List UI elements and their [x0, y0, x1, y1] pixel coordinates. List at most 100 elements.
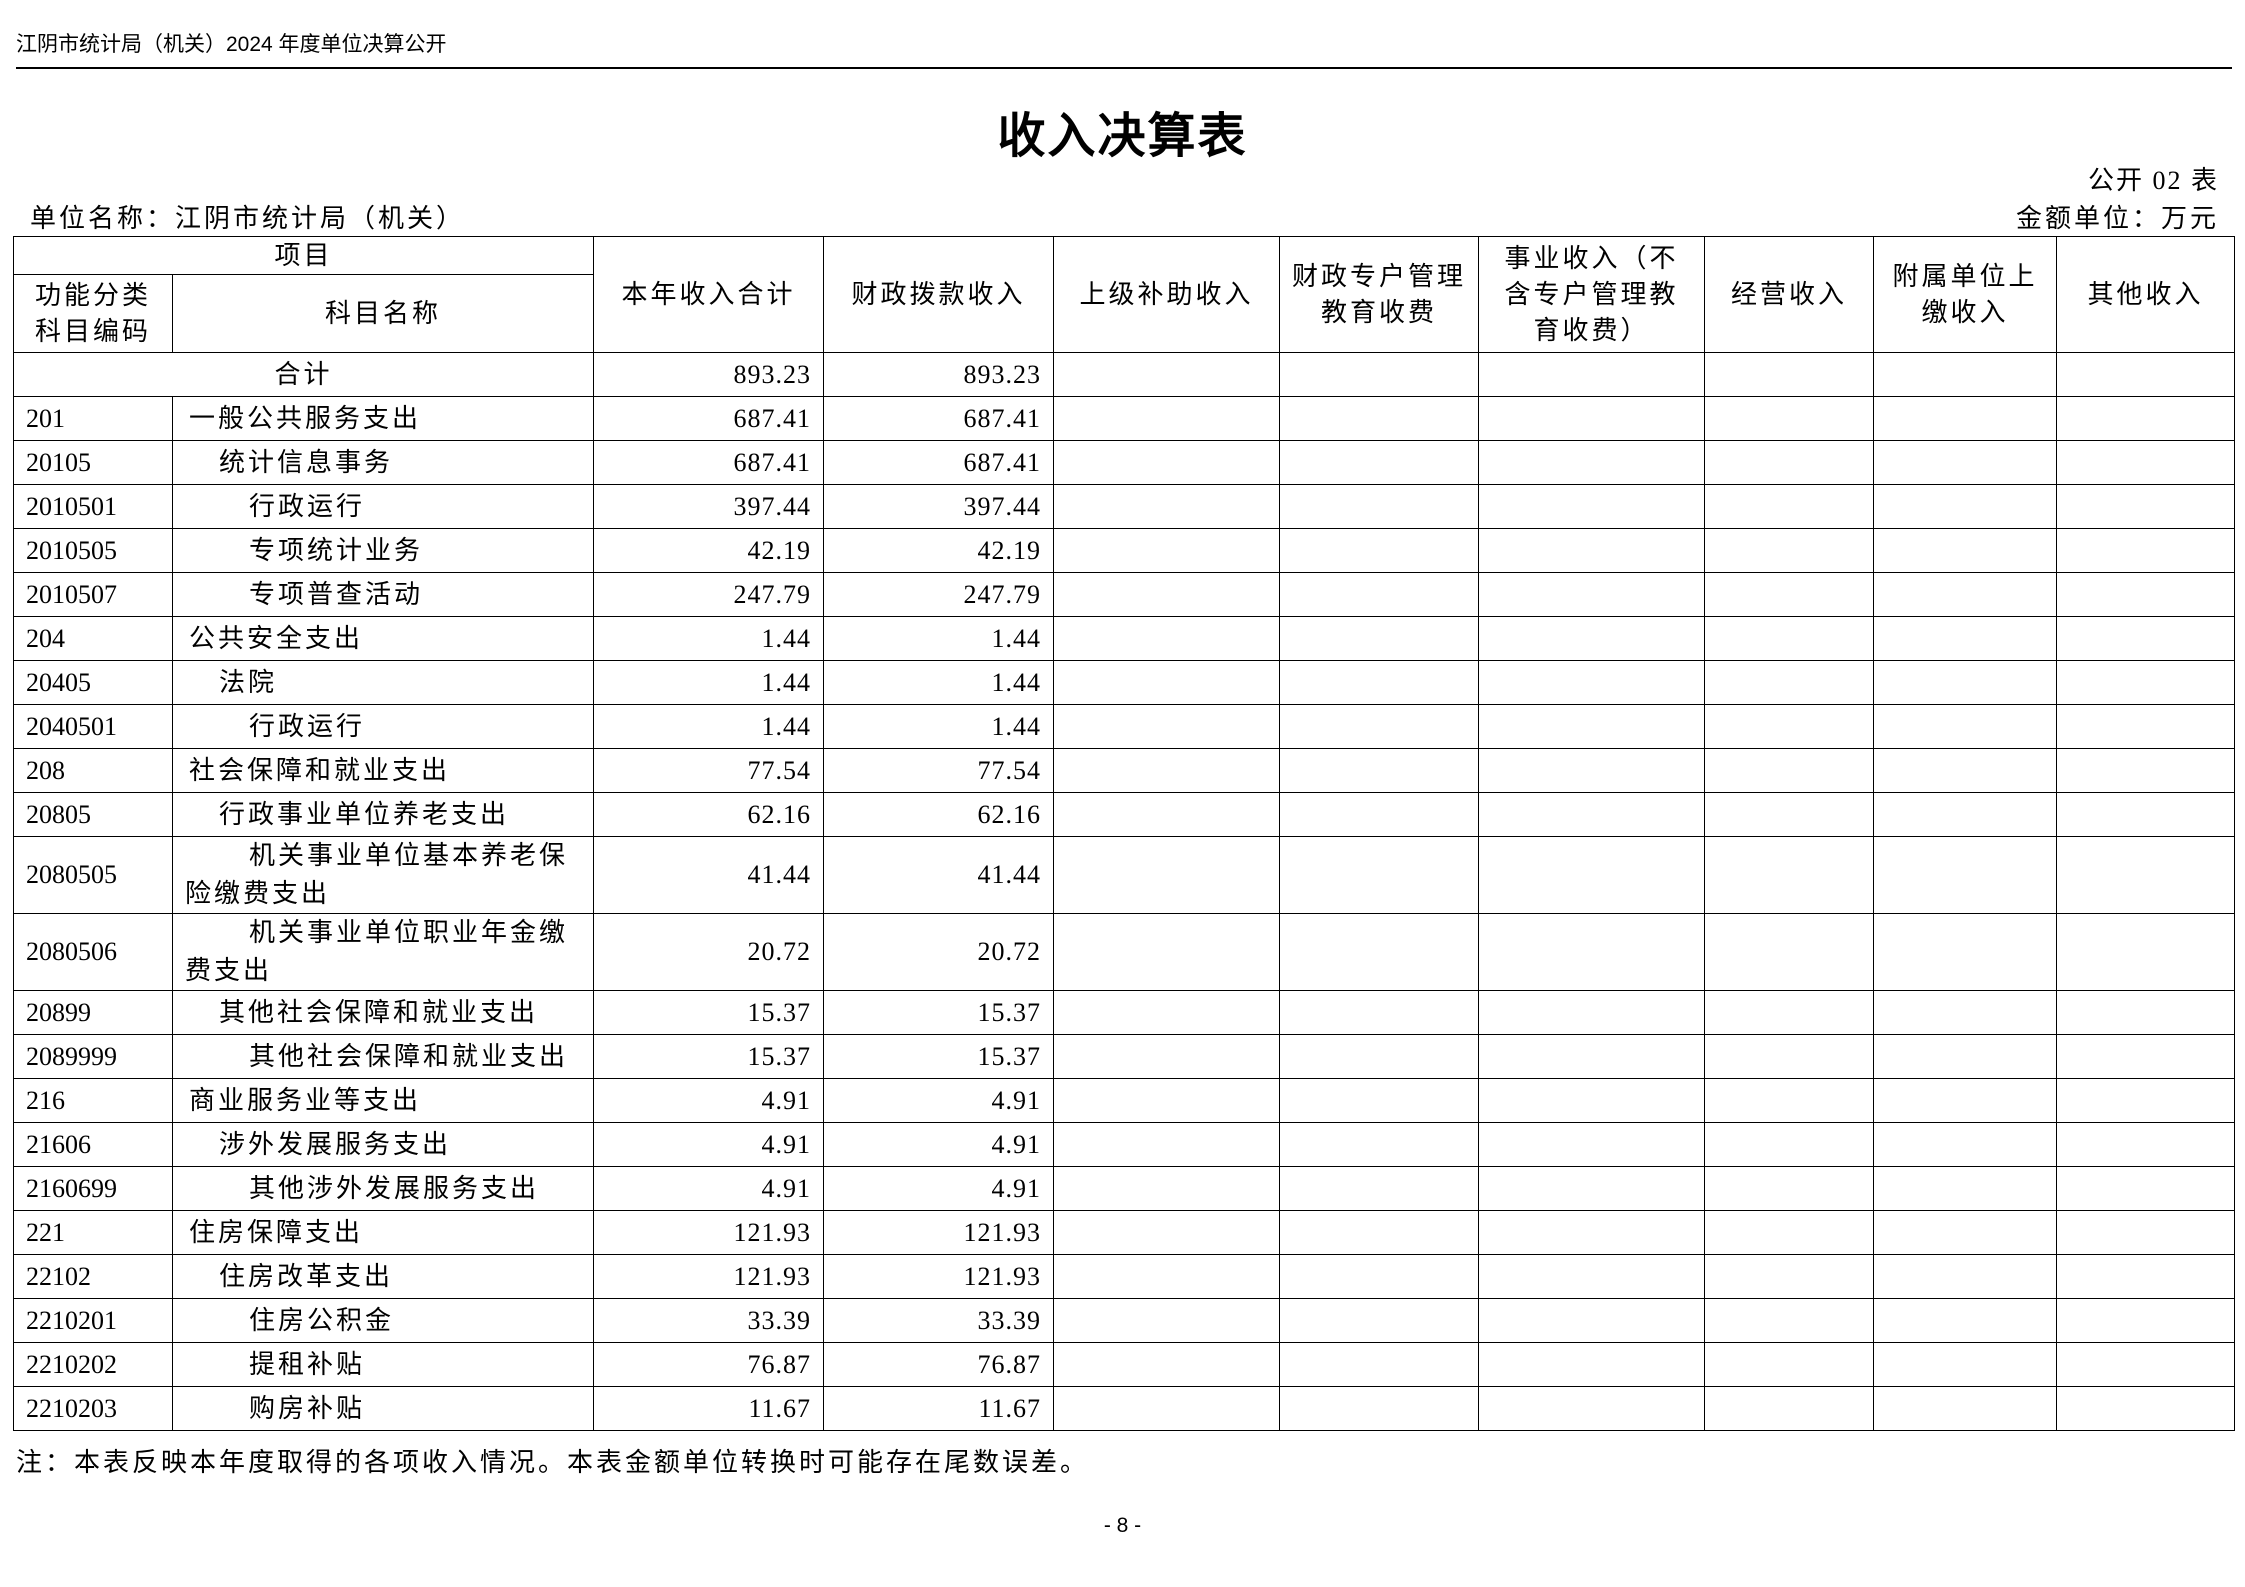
- empty-cell: [1053, 616, 1281, 661]
- row-name: 商业服务业等支出: [171, 1078, 595, 1123]
- empty-cell: [1478, 704, 1706, 749]
- row-total: 1.44: [593, 704, 825, 749]
- empty-cell: [1053, 1298, 1281, 1343]
- header-total: 本年收入合计: [593, 236, 825, 353]
- empty-cell: [1873, 572, 2058, 617]
- row-code: 2010501: [13, 484, 173, 529]
- empty-cell: [1478, 792, 1706, 837]
- row-code: 2010505: [13, 528, 173, 573]
- empty-cell: [1873, 528, 2058, 573]
- empty-cell: [1279, 1298, 1480, 1343]
- table-row: 2160699 其他涉外发展服务支出 4.91 4.91: [13, 1166, 2236, 1211]
- empty-cell: [2056, 792, 2236, 837]
- row-code: 208: [13, 748, 173, 793]
- empty-cell: [1704, 1342, 1875, 1387]
- empty-cell: [1279, 1210, 1480, 1255]
- empty-cell: [1873, 1034, 2058, 1079]
- empty-cell: [1704, 836, 1875, 914]
- empty-cell: [1279, 352, 1480, 397]
- table-row: 201 一般公共服务支出 687.41 687.41: [13, 396, 2236, 441]
- header-special-edu: 财政专户管理教育收费: [1279, 236, 1480, 353]
- row-total: 11.67: [593, 1386, 825, 1431]
- empty-cell: [1478, 616, 1706, 661]
- empty-cell: [1704, 1210, 1875, 1255]
- empty-cell: [1873, 1342, 2058, 1387]
- row-code: 2210201: [13, 1298, 173, 1343]
- row-code: 2089999: [13, 1034, 173, 1079]
- table-row: 2040501 行政运行 1.44 1.44: [13, 704, 2236, 749]
- empty-cell: [2056, 748, 2236, 793]
- empty-cell: [2056, 1210, 2236, 1255]
- total-row: 合计 893.23 893.23: [12, 352, 2236, 397]
- row-total: 397.44: [593, 484, 825, 529]
- row-code: 2210202: [13, 1342, 173, 1387]
- row-name: 一般公共服务支出: [171, 396, 595, 441]
- empty-cell: [2056, 1078, 2236, 1123]
- total-fiscal: 893.23: [823, 352, 1055, 397]
- row-name: 其他社会保障和就业支出: [171, 1034, 595, 1079]
- empty-cell: [1873, 484, 2058, 529]
- row-fiscal: 247.79: [823, 572, 1055, 617]
- empty-cell: [1704, 440, 1875, 485]
- empty-cell: [1053, 1122, 1281, 1167]
- row-total: 1.44: [593, 616, 825, 661]
- header-name: 科目名称: [171, 274, 595, 353]
- row-fiscal: 4.91: [823, 1166, 1055, 1211]
- row-total: 15.37: [593, 1034, 825, 1079]
- header-other: 其他收入: [2056, 236, 2236, 353]
- empty-cell: [1053, 748, 1281, 793]
- empty-cell: [1279, 440, 1480, 485]
- header-code: 功能分类科目编码: [13, 274, 173, 353]
- empty-cell: [1279, 1386, 1480, 1431]
- empty-cell: [1279, 396, 1480, 441]
- row-fiscal: 1.44: [823, 616, 1055, 661]
- empty-cell: [1478, 748, 1706, 793]
- row-fiscal: 4.91: [823, 1078, 1055, 1123]
- row-code: 21606: [13, 1122, 173, 1167]
- empty-cell: [1478, 1342, 1706, 1387]
- row-code: 20105: [13, 440, 173, 485]
- empty-cell: [1053, 704, 1281, 749]
- row-name: 专项统计业务: [171, 528, 595, 573]
- empty-cell: [1478, 660, 1706, 705]
- row-fiscal: 11.67: [823, 1386, 1055, 1431]
- empty-cell: [1704, 396, 1875, 441]
- empty-cell: [2056, 1386, 2236, 1431]
- header-fiscal: 财政拨款收入: [823, 236, 1055, 353]
- empty-cell: [1279, 704, 1480, 749]
- row-name: 住房保障支出: [171, 1210, 595, 1255]
- table-row: 2010501 行政运行 397.44 397.44: [13, 484, 2236, 529]
- row-total: 121.93: [593, 1210, 825, 1255]
- row-name: 其他涉外发展服务支出: [171, 1166, 595, 1211]
- empty-cell: [1053, 440, 1281, 485]
- empty-cell: [1279, 660, 1480, 705]
- empty-cell: [1704, 1122, 1875, 1167]
- row-total: 41.44: [593, 836, 825, 914]
- row-name: 提租补贴: [171, 1342, 595, 1387]
- table-row: 2010505 专项统计业务 42.19 42.19: [13, 528, 2236, 573]
- row-total: 20.72: [593, 913, 825, 991]
- row-code: 20805: [13, 792, 173, 837]
- empty-cell: [1279, 1166, 1480, 1211]
- row-total: 42.19: [593, 528, 825, 573]
- row-name: 社会保障和就业支出: [171, 748, 595, 793]
- page-title: 收入决算表: [997, 110, 1248, 163]
- empty-cell: [2056, 396, 2236, 441]
- empty-cell: [2056, 616, 2236, 661]
- empty-cell: [2056, 440, 2236, 485]
- empty-cell: [1478, 352, 1706, 397]
- row-total: 62.16: [593, 792, 825, 837]
- empty-cell: [2056, 1342, 2236, 1387]
- empty-cell: [2056, 1122, 2236, 1167]
- row-fiscal: 121.93: [823, 1210, 1055, 1255]
- row-code: 216: [13, 1078, 173, 1123]
- empty-cell: [1053, 484, 1281, 529]
- empty-cell: [1053, 1342, 1281, 1387]
- row-total: 121.93: [593, 1254, 825, 1299]
- empty-cell: [1704, 1254, 1875, 1299]
- row-name: 机关事业单位基本养老保险缴费支出: [171, 836, 595, 914]
- empty-cell: [1873, 1298, 2058, 1343]
- unit-name: 单位名称：江阴市统计局（机关）: [30, 204, 466, 233]
- total-label: 合计: [12, 352, 595, 397]
- row-total: 4.91: [593, 1166, 825, 1211]
